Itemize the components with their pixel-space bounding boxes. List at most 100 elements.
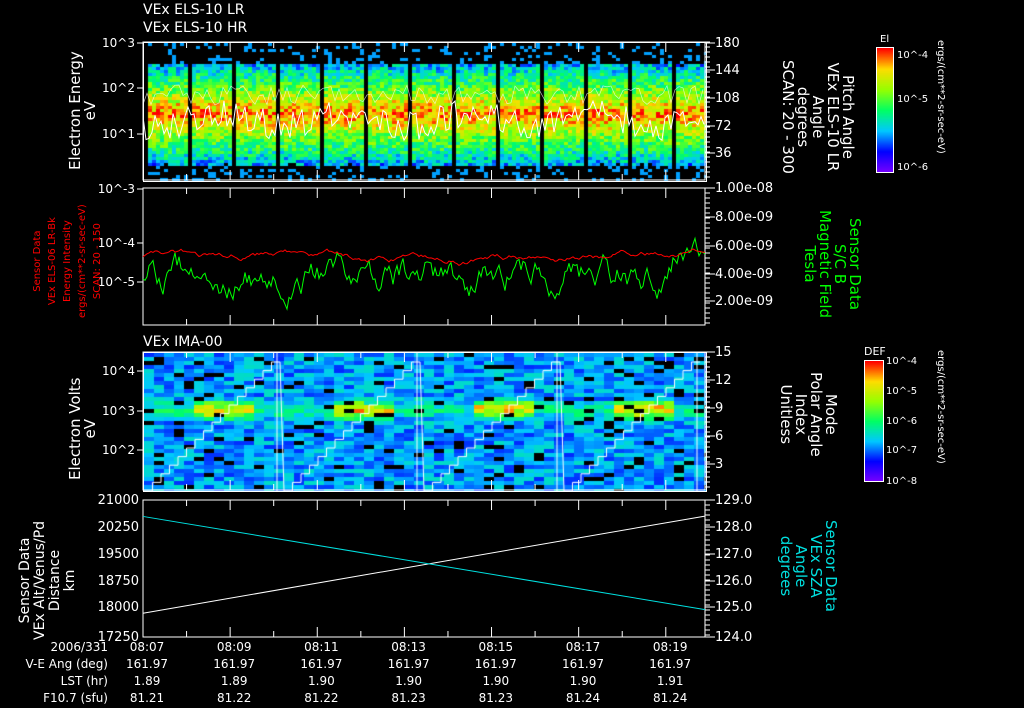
left-tick-label: 17250 [98,630,139,645]
colorbar-el-tick: 10^-5 [897,94,928,105]
panel2-left-label-line: Energy Intensity [62,220,73,302]
panel2-left-label-line: ergs/(cm**2-sr-sec-eV) [77,204,88,318]
panel4-left-label-line: km [62,569,78,592]
panel4-right-label-line: VEx SZA [807,534,825,598]
right-tick-label: 72 [715,119,732,134]
panel4-right-label-line: Sensor Data [822,520,840,612]
colorbar-def-title: DEF [864,345,886,358]
footer-ve_ang: 161.97 [387,657,430,671]
footer-row-label: V-E Ang (deg) [25,657,108,671]
right-tick-label: 2.00e-09 [715,294,773,309]
left-tick-label: 21000 [98,493,139,508]
panel1-right-label-line: SCAN: 20 - 300 [779,60,797,174]
panel1-title-hr: VEx ELS-10 HR [143,20,248,36]
left-tick-label: 20250 [98,520,139,535]
footer-f107: 81.22 [217,691,252,705]
right-tick-label: 125.0 [715,600,752,615]
left-tick-label: 10^-4 [98,236,135,250]
right-tick-label: 8.00e-09 [715,210,773,225]
panel1-right-label: Pitch Angle VEx ELS-10 LR Angle degrees SCAN… [779,60,857,174]
colorbar-def [864,360,884,482]
panel4-left-label: Sensor Data VEx Alt/Venus/Pd Distance km [17,520,78,640]
panel2-left-label-line: VEx ELS-06 LR-Bk [47,217,58,306]
panel2-left-label: Sensor Data VEx ELS-06 LR-Bk Energy Intens… [30,204,105,318]
colorbar-def-unit: ergs/(cm**2-sr-sec-eV) [935,350,946,464]
right-tick-label: 4.00e-09 [715,267,773,282]
colorbar-el-title: El [880,34,890,45]
colorbar-el [876,47,894,173]
footer-f107: 81.24 [653,691,688,705]
panel4-left-label-line: Sensor Data [17,537,33,624]
panel4-right-label: Sensor Data VEx SZA Angle degrees [777,520,840,612]
right-tick-label: 12 [715,373,732,388]
right-tick-label: 6.00e-09 [715,239,773,254]
footer-row-label: LST (hr) [60,674,108,688]
footer-f107: 81.24 [565,691,601,705]
footer-lst: 1.90 [395,674,422,688]
left-tick-label: 10^2 [102,443,135,457]
pitch-angle-line [142,99,705,142]
footer-lst: 1.90 [482,674,510,688]
panel2-right-label-line: Tesla [801,245,819,283]
left-tick-label: 10^1 [102,127,135,141]
panel1-right-label-line: degrees [794,86,812,148]
footer-lst: 1.90 [569,674,597,688]
panel1-right-label-line: Pitch Angle [839,74,857,159]
left-tick-label: 10^4 [102,364,135,378]
colorbar-el-tick: 10^-4 [897,50,928,61]
panel1-right-label-line: VEx ELS-10 LR [824,62,842,172]
panel2-left-label-line: SCAN: 20 - 150 [92,223,103,300]
footer-ve_ang: 161.97 [474,657,517,671]
panel1-title-lr: VEx ELS-10 LR [143,2,245,18]
panel4-left-label-line: Distance [47,549,63,612]
footer-time: 08:09 [216,640,252,654]
footer-ve_ang: 161.97 [562,657,604,671]
colorbar-def-tick: 10^-6 [886,416,917,427]
footer-lst: 1.90 [308,674,335,688]
panel3-right-label-line: Unitless [777,384,795,445]
panel3-title: VEx IMA-00 [143,334,223,350]
panel2-right-label-line: Sensor Data [846,218,864,311]
energy-intensity-line [142,248,705,267]
panel3-right-label-line: Index [792,393,810,435]
right-tick-label: 15 [715,345,732,360]
colorbar-def-tick: 10^-4 [886,356,917,367]
colorbar-def-tick: 10^-7 [886,445,917,456]
left-tick-label: 19500 [98,547,139,562]
footer-lst: 1.89 [133,674,161,688]
right-tick-label: 108 [715,91,740,106]
panel2-right-label-line: Magnetic Field [816,210,834,319]
footer-f107: 81.23 [478,691,513,705]
panel2-right-label-line: S/C B [831,243,849,285]
panel3-right-label-line: Polar Angle [807,372,825,457]
p3-frame [142,351,706,491]
panel1-left-label-line: eV [81,100,99,121]
panel3-right-label-line: Mode [822,393,840,435]
p1-frame [142,41,706,181]
panel4-right-label-line: degrees [777,535,795,597]
p4-frame [142,499,706,638]
left-tick-label: 10^3 [102,404,135,418]
colorbar-def-tick: 10^-5 [886,386,917,397]
right-tick-label: 124.0 [715,630,752,645]
panel3-left-label: Electron Volts eV [66,378,99,480]
panel3-right-label: Mode Polar Angle Index Unitless [777,372,840,457]
colorbar-def-tick: 10^-8 [886,476,917,487]
footer-time: 08:17 [565,640,601,654]
panel1-right-label-line: Angle [809,95,827,139]
footer-f107: 81.21 [129,691,165,705]
right-tick-label: 3 [715,457,723,472]
sza-line [142,515,706,611]
right-tick-label: 180 [715,36,740,51]
right-tick-label: 144 [715,63,740,78]
footer-ve_ang: 161.97 [126,657,168,671]
footer-row-label: 2006/331 [50,640,109,654]
left-tick-label: 10^3 [102,36,135,50]
panel4-left-label-line: VEx Alt/Venus/Pd [32,520,48,640]
colorbar-el-tick: 10^-6 [897,162,928,173]
footer-time: 08:13 [391,640,426,654]
footer-ve_ang: 161.97 [213,657,256,671]
footer-f107: 81.22 [304,691,339,705]
left-tick-label: 18750 [98,574,139,589]
